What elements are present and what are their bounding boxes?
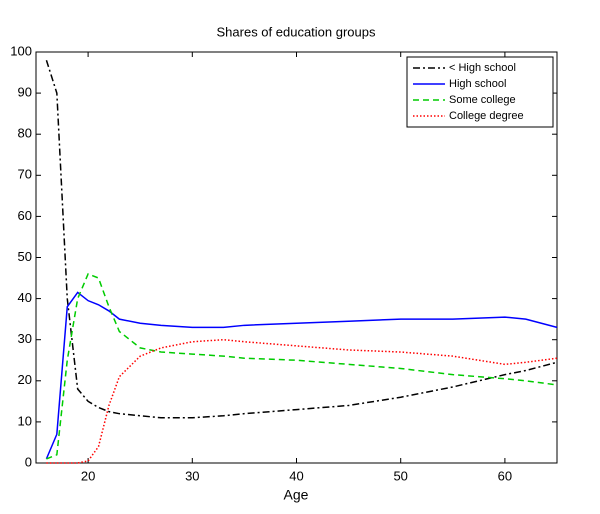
y-tick-label: 60 (18, 208, 32, 223)
y-tick-label: 90 (18, 85, 32, 100)
y-tick-label: 80 (18, 126, 32, 141)
legend-label: College degree (449, 110, 524, 122)
legend-label: < High school (449, 62, 516, 74)
y-tick-label: 0 (25, 454, 32, 469)
series-line (46, 272, 558, 460)
x-tick-label: 20 (81, 468, 95, 483)
legend-label: Some college (449, 94, 516, 106)
y-tick-label: 40 (18, 290, 32, 305)
y-tick-label: 30 (18, 331, 32, 346)
y-tick-label: 100 (10, 43, 32, 58)
y-tick-label: 50 (18, 249, 32, 264)
x-tick-label: 50 (393, 468, 407, 483)
x-tick-label: 40 (289, 468, 303, 483)
y-tick-label: 10 (18, 413, 32, 428)
y-tick-label: 70 (18, 167, 32, 182)
legend-label: High school (449, 78, 506, 90)
series-line (45, 59, 558, 419)
x-tick-label: 60 (498, 468, 512, 483)
series-line (46, 338, 558, 464)
chart-title: Shares of education groups (217, 24, 376, 39)
x-axis-label: Age (284, 487, 309, 503)
y-tick-label: 20 (18, 372, 32, 387)
x-tick-label: 30 (185, 468, 199, 483)
